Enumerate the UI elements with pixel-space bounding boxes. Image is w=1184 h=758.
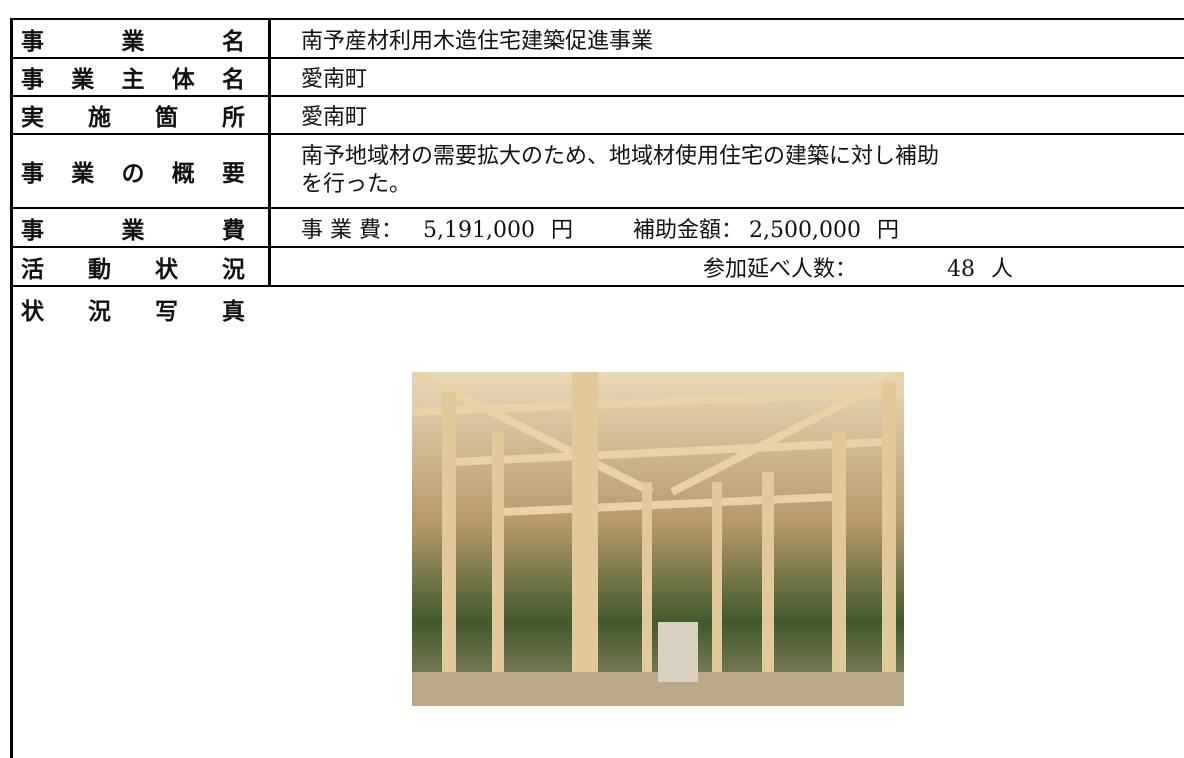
row-value: 愛南町 [301,67,368,92]
row-value: 愛南町 [301,105,368,130]
unit: 円 [550,217,573,243]
row: 事業名 南予産材利用木造住宅建築促進事業 [13,20,1184,59]
site-photo [412,372,904,706]
row-value: 南予産材利用木造住宅建築促進事業 [301,28,654,54]
cost-label: 事 業 費： [301,217,403,243]
project-table: 事業名 南予産材利用木造住宅建築促進事業 事業主体名 愛南町 実施箇所 愛南町 … [10,18,1184,758]
row-label: 活動状況 [21,256,245,283]
row-label: 状況写真 [21,299,245,325]
row: 事業費 事 業 費： 5,191,000 円 補助金額： 2,500,000 円 [13,209,1184,248]
participants-label: 参加延べ人数： [703,256,858,282]
unit: 円 [876,217,899,243]
row: 実施箇所 愛南町 [13,97,1184,135]
text-line: を行った。 [301,172,412,197]
row-label: 事業名 [21,28,245,55]
row-label: 事業費 [21,217,245,244]
row: 活動状況 参加延べ人数： 48 人 [13,248,1184,287]
row-label: 実施箇所 [21,105,245,131]
row: 事業の概要 南予地域材の需要拡大のため、地域材使用住宅の建築に対し補助 を行った… [13,135,1184,209]
text-line: 南予地域材の需要拡大のため、地域材使用住宅の建築に対し補助 [301,144,940,169]
row-label: 事業主体名 [21,67,245,93]
row: 事業主体名 愛南町 [13,59,1184,97]
row-label: 事業の概要 [21,161,245,187]
subsidy-label: 補助金額： [632,217,743,243]
participants: 48 [947,256,976,282]
subsidy: 2,500,000 [749,217,861,243]
row-value: 参加延べ人数： 48 人 [703,251,1013,283]
row-value: 事 業 費： 5,191,000 円 補助金額： 2,500,000 円 [301,212,899,244]
unit: 人 [991,256,1014,282]
row-value: 南予地域材の需要拡大のため、地域材使用住宅の建築に対し補助 を行った。 [301,143,939,199]
cost: 5,191,000 [423,217,535,243]
